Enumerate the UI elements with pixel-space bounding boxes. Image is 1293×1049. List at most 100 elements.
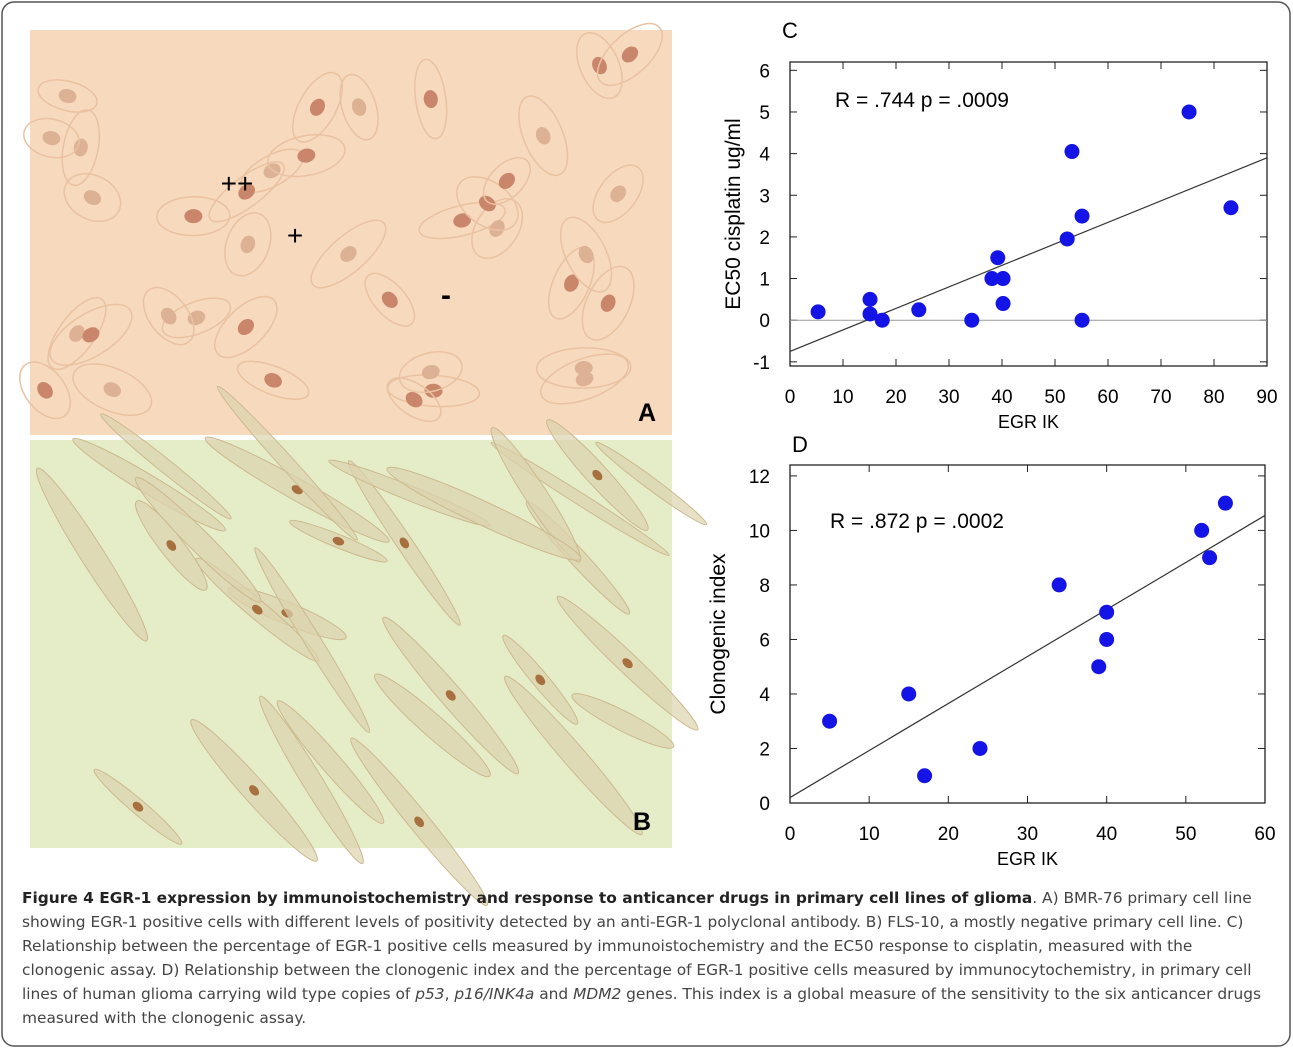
cell-nucleus xyxy=(574,361,593,376)
cell-body xyxy=(208,161,285,223)
cell-body xyxy=(254,547,371,733)
cell-body xyxy=(471,198,524,259)
cell-nucleus xyxy=(238,184,255,200)
cell-body xyxy=(63,172,122,223)
caption-text: , xyxy=(444,985,455,1003)
x-tick-label: 10 xyxy=(859,824,880,845)
cell-body xyxy=(156,195,231,237)
cell-stain xyxy=(332,536,345,546)
cell-nucleus xyxy=(578,245,594,264)
cell-body xyxy=(142,286,195,346)
cell-body xyxy=(134,476,262,603)
data-point xyxy=(984,271,1000,287)
caption-text: . A) BMR-76 primary cell line showing EG… xyxy=(22,889,1252,1003)
cell-stain xyxy=(592,469,603,481)
cell-nucleus xyxy=(73,138,88,157)
cell-body xyxy=(592,164,644,224)
cell-nucleus xyxy=(264,373,282,388)
cell-body xyxy=(35,467,149,642)
cell-nucleus xyxy=(340,246,357,262)
cell-body xyxy=(49,303,133,366)
trend-line xyxy=(789,514,1266,799)
data-point xyxy=(917,768,933,784)
x-tick-label: 20 xyxy=(885,387,906,408)
y-tick-label: 2 xyxy=(759,228,770,249)
chart-title: C xyxy=(782,18,798,43)
cell-body xyxy=(559,216,613,293)
cell-body xyxy=(571,693,675,749)
cell-body xyxy=(72,363,153,416)
data-point xyxy=(1099,604,1115,620)
cell-nucleus xyxy=(237,318,254,336)
y-tick-label: 8 xyxy=(759,576,770,597)
cell-body xyxy=(581,265,635,341)
cell-body xyxy=(386,377,442,423)
cells-a xyxy=(19,22,663,423)
x-tick-label: 90 xyxy=(1256,387,1277,408)
data-point xyxy=(822,713,838,729)
data-point xyxy=(901,686,917,702)
data-point xyxy=(874,312,890,328)
cell-body xyxy=(19,361,72,420)
chart-title: D xyxy=(792,432,808,457)
caption: Figure 4 EGR-1 expression by immunoistoc… xyxy=(22,886,1274,1030)
chart-scatter: C 0 10 20 30 40 50 60 70 80 90 -1 0 1 2 3 4 5 6 EGR IK EC50 … xyxy=(722,18,1278,432)
cell-body xyxy=(259,695,364,865)
cell-body xyxy=(214,295,278,359)
data-point xyxy=(1194,522,1210,538)
cell-nucleus xyxy=(58,88,77,104)
cell-body xyxy=(364,272,416,327)
cell-nucleus xyxy=(421,364,440,380)
cell-nucleus xyxy=(564,274,579,292)
trend-line xyxy=(789,157,1268,352)
caption-text: p16/INK4a xyxy=(454,985,535,1003)
x-tick-label: 40 xyxy=(1096,824,1117,845)
cell-nucleus xyxy=(309,98,325,116)
data-point xyxy=(1051,577,1067,593)
caption-text: p53 xyxy=(415,985,445,1003)
cell-body xyxy=(490,442,670,557)
positivity-mark: + xyxy=(287,220,303,251)
cell-nucleus xyxy=(381,291,398,308)
data-point xyxy=(1202,550,1218,566)
positivity-mark: ++ xyxy=(221,168,254,199)
positivity-mark: - xyxy=(441,279,451,312)
cell-body xyxy=(540,353,630,405)
cell-body xyxy=(47,297,107,371)
plot-frame xyxy=(789,61,1268,367)
data-point xyxy=(1059,231,1075,247)
y-tick-label: 1 xyxy=(759,270,770,291)
y-tick-label: 10 xyxy=(749,521,770,542)
cell-body xyxy=(398,351,463,394)
cell-nucleus xyxy=(423,90,438,109)
cell-stain xyxy=(535,674,546,686)
x-tick-label: 10 xyxy=(832,387,853,408)
cell-body xyxy=(276,700,385,824)
x-tick-label: 60 xyxy=(1254,824,1275,845)
caption-text: MDM2 xyxy=(573,985,622,1003)
cell-body xyxy=(386,466,582,561)
x-tick-label: 70 xyxy=(1150,387,1171,408)
cell-nucleus xyxy=(351,98,367,116)
cell-stain xyxy=(622,658,633,669)
data-point xyxy=(1091,659,1107,675)
cell-body xyxy=(236,360,310,401)
cell-body xyxy=(482,156,531,205)
x-tick-label: 50 xyxy=(1175,824,1196,845)
cell-body xyxy=(339,73,379,141)
cell-body xyxy=(490,427,582,563)
cell-nucleus xyxy=(240,235,256,254)
cell-body xyxy=(535,347,632,389)
cell-nucleus xyxy=(160,307,177,325)
caption-text: genes. This index is a global measure of… xyxy=(22,985,1261,1027)
cell-nucleus xyxy=(103,382,121,397)
cell-nucleus xyxy=(610,185,626,203)
micrograph-a xyxy=(30,30,672,435)
data-point xyxy=(1074,208,1090,224)
cell-body xyxy=(596,22,663,87)
cell-body xyxy=(310,219,387,289)
cell-nucleus xyxy=(453,213,472,228)
data-point xyxy=(995,296,1011,312)
